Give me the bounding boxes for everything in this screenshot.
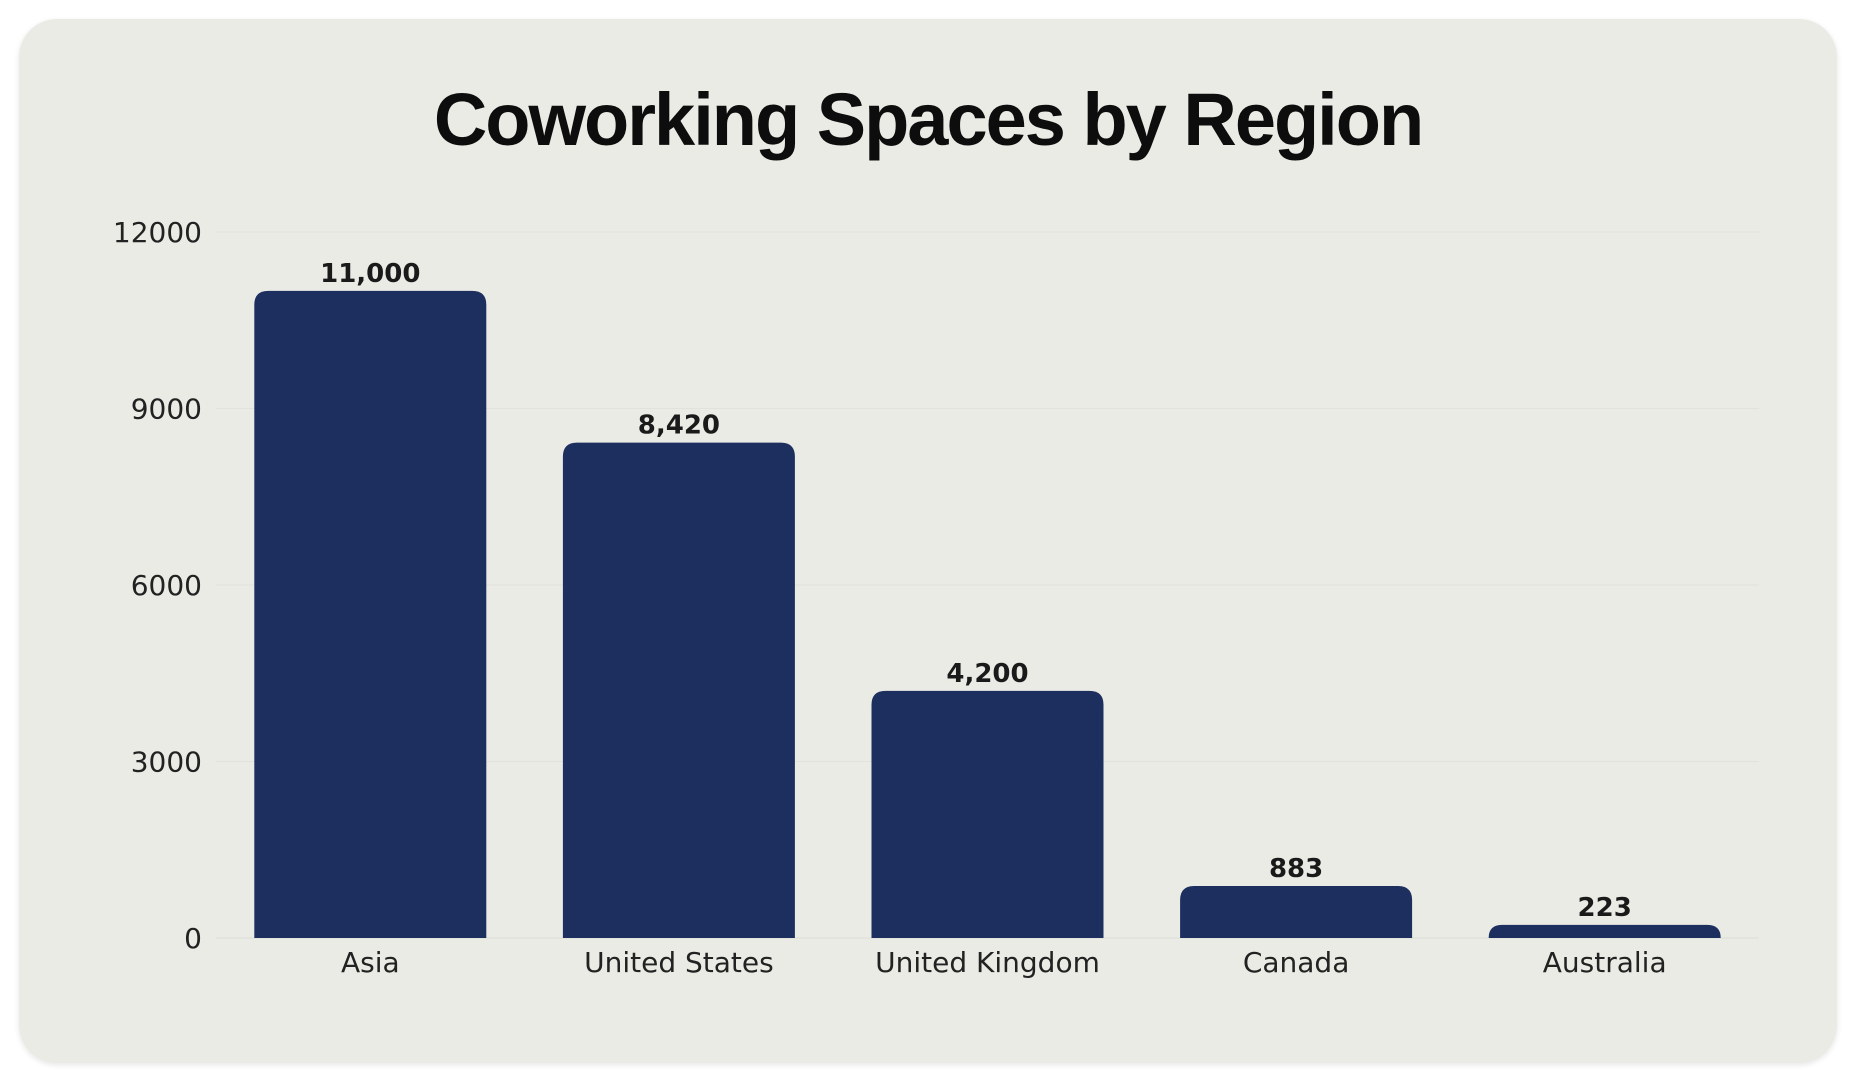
bar-united-states xyxy=(562,442,795,938)
x-tick-label: Canada xyxy=(1243,946,1350,979)
bar-value-label: 883 xyxy=(1269,854,1323,884)
bar-value-label: 223 xyxy=(1578,893,1632,923)
chart-title: Coworking Spaces by Region xyxy=(433,78,1424,161)
bar-asia xyxy=(254,290,487,938)
y-tick-label: 0 xyxy=(184,922,202,955)
x-tick-label: Asia xyxy=(341,946,400,979)
bar-canada xyxy=(1180,886,1413,938)
labels: 0 3000 6000 9000 12000 11,000 Asia 8,420 United … xyxy=(113,216,1667,979)
bar-united-kingdom xyxy=(871,690,1104,938)
bar-value-label: 11,000 xyxy=(320,259,420,289)
y-tick-label: 9000 xyxy=(131,393,202,426)
y-tick-label: 6000 xyxy=(131,569,202,602)
y-tick-label: 3000 xyxy=(131,746,202,779)
x-tick-label: Australia xyxy=(1543,946,1667,979)
x-tick-label: United Kingdom xyxy=(875,946,1100,979)
chart-card: Coworking Spaces by Region 0 3000 6000 9000… xyxy=(19,19,1837,1063)
x-tick-label: United States xyxy=(584,946,774,979)
bar-value-label: 4,200 xyxy=(946,659,1028,689)
bar-australia xyxy=(1488,924,1721,938)
bar-value-label: 8,420 xyxy=(638,411,720,441)
bars xyxy=(254,290,1721,938)
y-tick-label: 12000 xyxy=(113,216,202,249)
bar-chart: 0 3000 6000 9000 12000 11,000 Asia 8,420 United … xyxy=(113,216,1759,979)
